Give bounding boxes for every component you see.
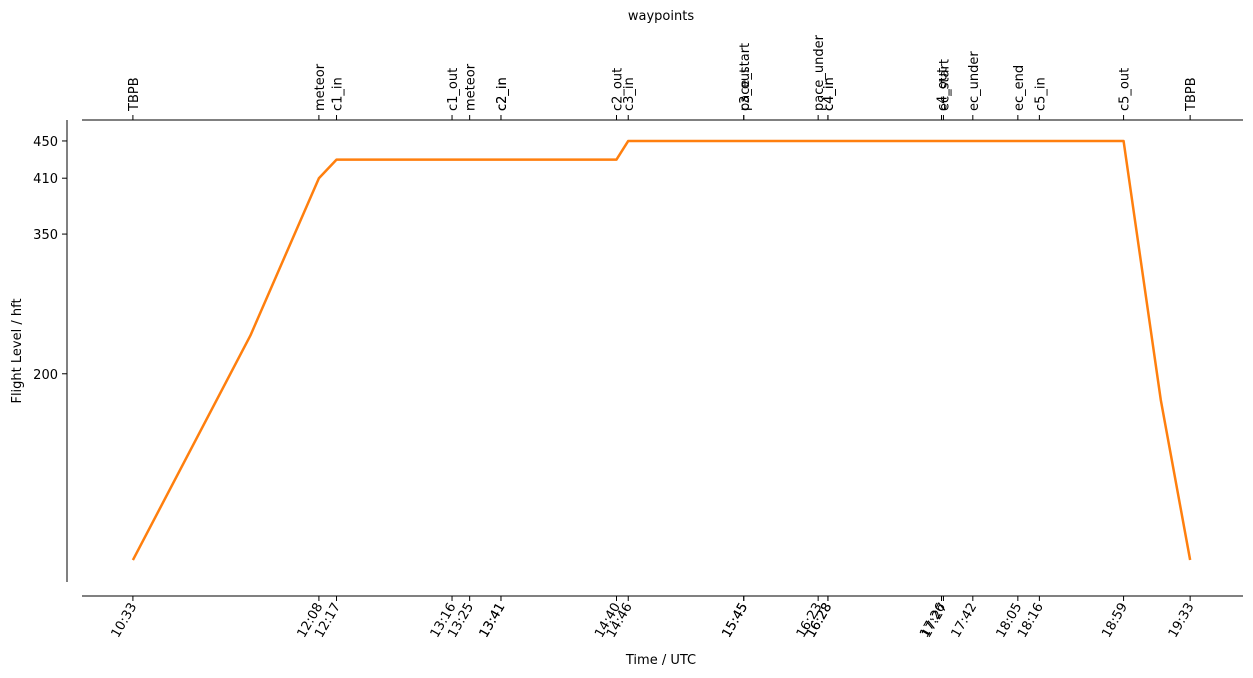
top-tick-label: meteor (313, 63, 328, 111)
y-tick-label: 200 (33, 368, 58, 383)
flight-level-line (131, 139, 1192, 561)
top-tick-label: pace_start (738, 43, 753, 111)
top-tick-label: c1_in (331, 77, 346, 111)
top-tick-label: c4_out (935, 68, 950, 111)
x-tick-label: 13:41 (477, 601, 509, 641)
x-tick-label: 18:59 (1099, 601, 1131, 641)
x-tick-label: 19:33 (1166, 601, 1198, 641)
top-tick-label: c5_out (1118, 68, 1133, 111)
y-tick-label: 450 (33, 135, 58, 150)
top-tick-label: TBPB (1184, 77, 1199, 112)
top-tick-label: c4_in (822, 77, 837, 111)
top-tick-label: ec_under (967, 51, 982, 111)
top-tick-label: ec_end (1012, 65, 1027, 111)
top-tick-label: c1_out (446, 68, 461, 111)
top-tick-label: c2_in (495, 77, 510, 111)
top-tick-label: c3_out (738, 68, 753, 111)
y-tick-label: 350 (33, 228, 58, 243)
top-tick-label: c5_in (1033, 77, 1048, 111)
top-tick-label: c4_in (822, 77, 837, 111)
top-tick-label: c2_out (610, 68, 625, 111)
y-tick-label: 410 (33, 172, 58, 187)
top-tick-label: TBPB (127, 77, 142, 112)
top-tick-label: pace_under (812, 34, 827, 111)
top-tick-label: ec_start (937, 59, 952, 111)
top-tick-label: meteor (464, 63, 479, 111)
x-axis-label: Time / UTC (625, 653, 696, 668)
top-axis-label: waypoints (628, 9, 694, 24)
y-axis-label: Flight Level / hft (10, 298, 25, 403)
x-tick-label: 15:45 (719, 601, 751, 641)
top-tick-label: c3_in (622, 77, 637, 111)
x-tick-label: 17:42 (949, 601, 981, 641)
top-tick-label: c2_in (495, 77, 510, 111)
x-tick-label: 10:33 (109, 601, 141, 641)
